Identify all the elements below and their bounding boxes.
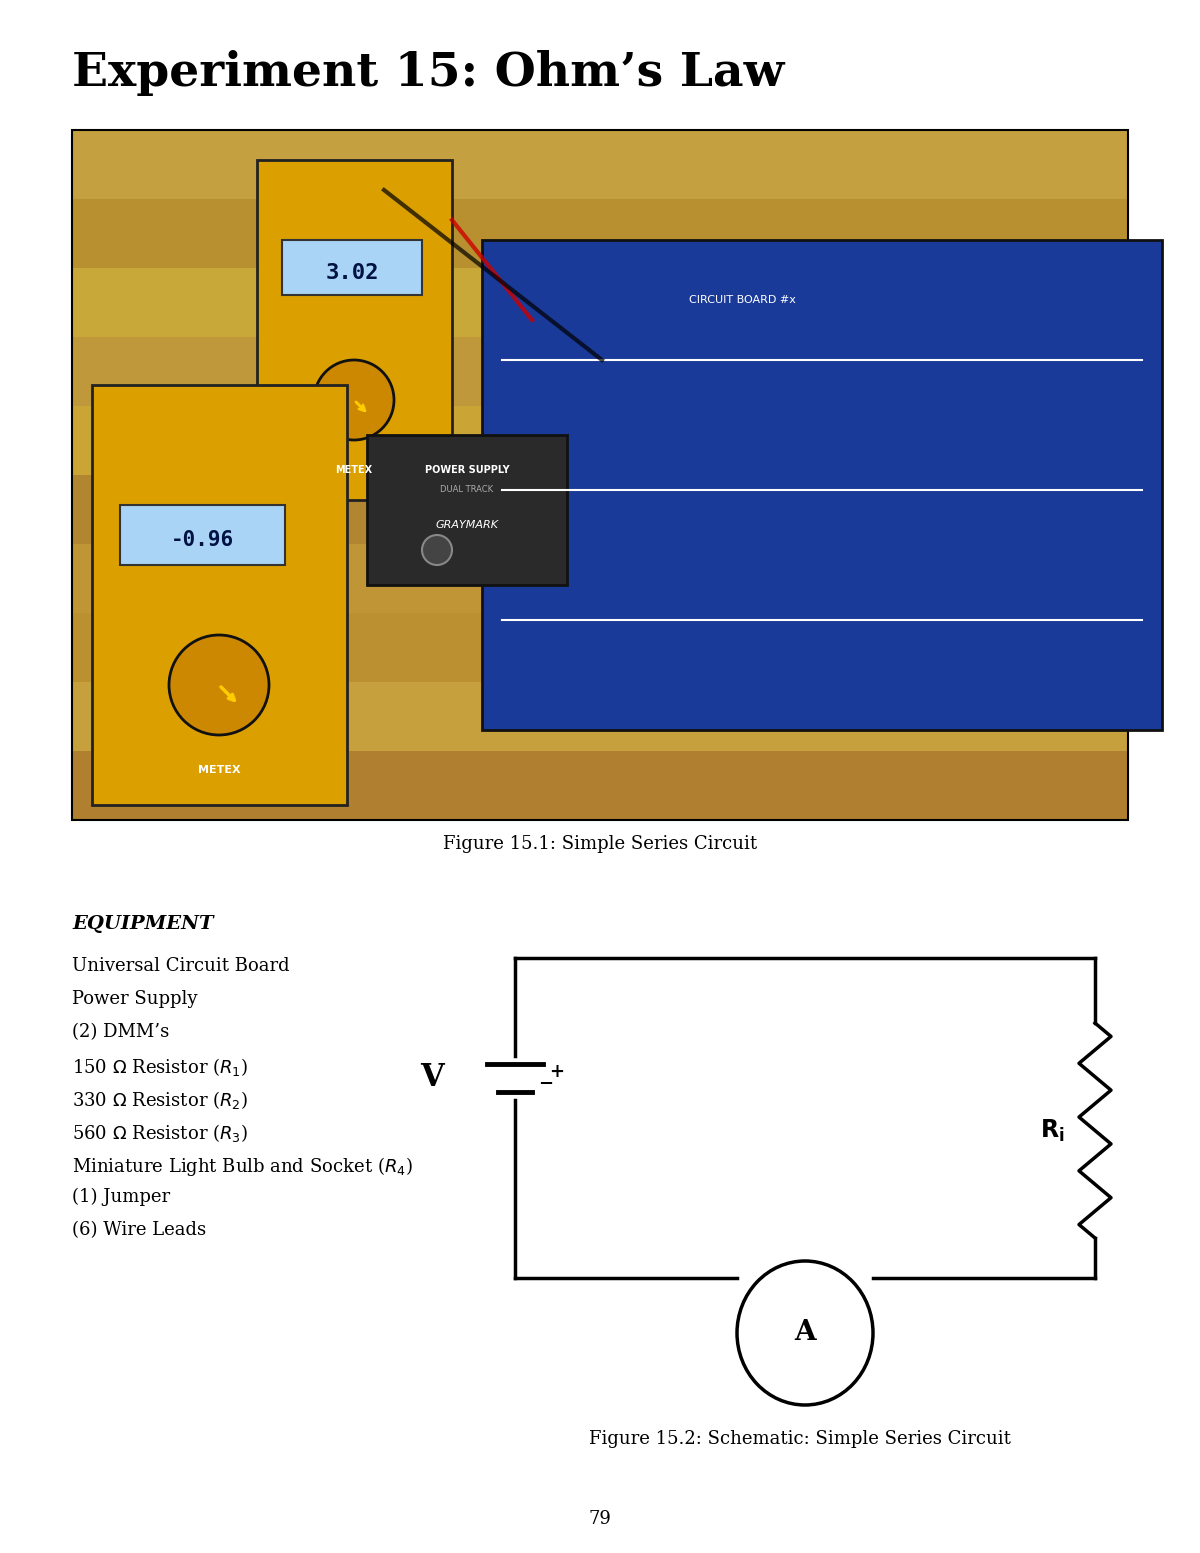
Bar: [257, 160, 452, 500]
Text: POWER SUPPLY: POWER SUPPLY: [425, 464, 509, 475]
Text: 560 $\Omega$ Resistor ($R_3$): 560 $\Omega$ Resistor ($R_3$): [72, 1121, 248, 1145]
Bar: [72, 752, 1128, 820]
Text: 3.02: 3.02: [325, 262, 379, 283]
Text: Figure 15.1: Simple Series Circuit: Figure 15.1: Simple Series Circuit: [443, 836, 757, 853]
Bar: [92, 385, 347, 804]
Text: V: V: [420, 1062, 444, 1093]
Bar: [72, 130, 1128, 199]
Text: 79: 79: [588, 1510, 612, 1528]
Bar: [72, 405, 1128, 475]
Ellipse shape: [737, 1261, 874, 1405]
Text: 330 $\Omega$ Resistor ($R_2$): 330 $\Omega$ Resistor ($R_2$): [72, 1089, 248, 1110]
Ellipse shape: [422, 534, 452, 565]
Text: METEX: METEX: [336, 464, 372, 475]
Text: Figure 15.2: Schematic: Simple Series Circuit: Figure 15.2: Schematic: Simple Series Ci…: [589, 1430, 1010, 1447]
Text: 150 $\Omega$ Resistor ($R_1$): 150 $\Omega$ Resistor ($R_1$): [72, 1056, 248, 1078]
Text: -0.96: -0.96: [170, 530, 234, 550]
Bar: [72, 544, 1128, 613]
Text: EQUIPMENT: EQUIPMENT: [72, 915, 214, 933]
Bar: [72, 130, 1128, 820]
Text: A: A: [794, 1320, 816, 1346]
Text: +: +: [550, 1062, 564, 1081]
Bar: [72, 337, 1128, 405]
Bar: [482, 241, 1162, 730]
Bar: [72, 199, 1128, 269]
Bar: [72, 682, 1128, 752]
Text: $\mathbf{R_i}$: $\mathbf{R_i}$: [1040, 1118, 1064, 1143]
Bar: [72, 613, 1128, 682]
Bar: [367, 435, 568, 585]
Text: Universal Circuit Board: Universal Circuit Board: [72, 957, 289, 975]
Text: (6) Wire Leads: (6) Wire Leads: [72, 1221, 206, 1239]
Text: DUAL TRACK: DUAL TRACK: [440, 486, 493, 494]
Text: Miniature Light Bulb and Socket ($R_4$): Miniature Light Bulb and Socket ($R_4$): [72, 1155, 413, 1179]
Bar: [72, 475, 1128, 544]
Text: CIRCUIT BOARD #x: CIRCUIT BOARD #x: [689, 295, 796, 304]
Text: METEX: METEX: [198, 766, 240, 775]
Ellipse shape: [314, 360, 394, 439]
Text: −: −: [538, 1075, 553, 1093]
Text: (2) DMM’s: (2) DMM’s: [72, 1023, 169, 1041]
Text: Experiment 15: Ohm’s Law: Experiment 15: Ohm’s Law: [72, 50, 785, 96]
Bar: [120, 505, 286, 565]
Bar: [282, 241, 422, 295]
Text: Power Supply: Power Supply: [72, 989, 198, 1008]
Bar: [72, 269, 1128, 337]
Text: (1) Jumper: (1) Jumper: [72, 1188, 170, 1207]
Text: GRAYMARK: GRAYMARK: [436, 520, 498, 530]
Ellipse shape: [169, 635, 269, 735]
